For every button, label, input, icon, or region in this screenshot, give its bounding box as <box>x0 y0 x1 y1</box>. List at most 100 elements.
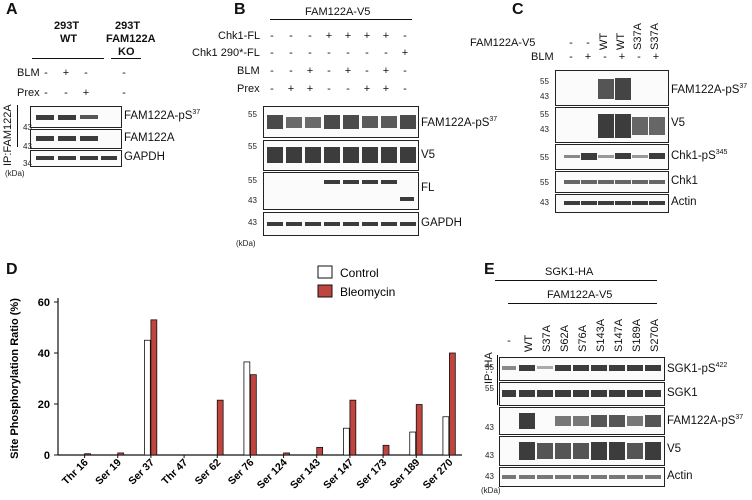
col-ko-title-2: FAM122A <box>106 33 156 45</box>
band <box>80 115 98 119</box>
band <box>537 475 553 479</box>
mw-marker: 34 <box>23 159 32 168</box>
band <box>564 201 580 205</box>
condition-sign: - <box>289 47 293 59</box>
band <box>645 475 661 479</box>
blot-label: V5 <box>667 443 682 455</box>
band <box>58 115 76 120</box>
bar-control <box>442 416 450 456</box>
band <box>58 136 76 141</box>
prex-sign: - <box>122 87 126 99</box>
kda-label: (kDa) <box>236 239 256 248</box>
band <box>564 180 580 184</box>
condition-sign: - <box>289 65 293 77</box>
lane-label: S76A <box>577 325 589 352</box>
condition-sign: + <box>584 51 592 63</box>
band <box>615 153 631 159</box>
band <box>400 147 416 163</box>
band <box>381 116 397 128</box>
band <box>58 156 76 160</box>
band <box>80 156 98 160</box>
condition-sign: + <box>618 51 626 63</box>
panel-b-letter: B <box>234 1 246 18</box>
ip-bracket <box>497 355 498 405</box>
blot-e-actin <box>499 467 665 487</box>
ko-bracket-line <box>111 58 141 59</box>
condition-sign: - <box>603 51 607 63</box>
panel-a-letter: A <box>6 1 18 18</box>
band <box>645 390 661 397</box>
panel-e-sub-line <box>508 303 657 304</box>
blot-label: Chk1-pS345 <box>671 149 728 162</box>
x-tick-label: Thr 16 <box>60 457 91 488</box>
band <box>609 415 625 427</box>
blot-label: GAPDH <box>124 151 165 163</box>
condition-sign: - <box>569 37 573 49</box>
condition-sign: - <box>327 47 331 59</box>
legend-swatch <box>317 265 333 279</box>
band <box>649 180 665 184</box>
condition-sign: + <box>363 83 371 95</box>
lane-label: S189A <box>631 318 643 352</box>
x-tick-label: Ser 270 <box>421 457 456 492</box>
band <box>627 416 643 426</box>
panel-d-letter: D <box>6 261 18 278</box>
band <box>381 147 397 163</box>
band <box>581 153 597 160</box>
col-wt-title-2: WT <box>60 33 78 45</box>
condition-sign: - <box>308 47 312 59</box>
mw-marker: 43 <box>485 451 494 460</box>
blm-sign: - <box>84 67 88 79</box>
band <box>555 475 571 479</box>
band <box>381 222 397 226</box>
prex-sign: + <box>82 87 90 99</box>
band <box>267 222 283 226</box>
mw-marker: 55 <box>248 142 257 151</box>
band <box>36 156 54 160</box>
panel-b-header-line <box>270 19 412 20</box>
x-tick-label: Ser 19 <box>93 457 124 488</box>
band <box>555 390 571 397</box>
bar-bleomycin <box>216 399 224 456</box>
bar-bleomycin <box>150 319 158 456</box>
blot-c-pfam <box>555 70 669 106</box>
mw-marker: 55 <box>485 384 494 393</box>
y-tick-label: 20 <box>38 399 50 411</box>
blot-label: V5 <box>671 117 686 129</box>
bar-bleomycin <box>117 452 125 456</box>
condition-sign: - <box>270 83 274 95</box>
condition-sign: - <box>586 37 590 49</box>
panel-b-header: FAM122A-V5 <box>305 6 371 18</box>
col-wt-title-1: 293T <box>54 20 80 32</box>
blot-label: FAM122A-pS37 <box>124 109 201 122</box>
legend-label: Control <box>340 266 379 280</box>
kda-label: (kDa) <box>5 169 25 178</box>
mw-marker: 43 <box>485 472 494 481</box>
condition-sign: - <box>365 65 369 77</box>
condition-sign: - <box>270 30 274 42</box>
condition-sign: + <box>306 65 314 77</box>
mw-marker: 43 <box>23 142 32 151</box>
x-tick-label: Ser 62 <box>193 457 224 488</box>
band <box>519 365 535 371</box>
mw-marker: 43 <box>485 423 494 432</box>
band <box>36 136 54 141</box>
band <box>591 365 607 371</box>
band <box>343 147 359 163</box>
band <box>632 180 648 184</box>
row-label-prex: Prex <box>17 87 40 99</box>
lane-label: S37A <box>541 325 553 352</box>
band <box>537 443 553 459</box>
x-tick-label: Ser 147 <box>321 457 356 492</box>
band <box>645 415 661 427</box>
band <box>591 475 607 479</box>
bar-bleomycin <box>283 452 290 456</box>
bar-bleomycin <box>415 404 423 456</box>
prex-sign: - <box>64 87 68 99</box>
band <box>573 416 589 426</box>
blot-e-v5 <box>499 436 665 466</box>
band <box>598 201 614 205</box>
mw-marker: 55 <box>540 110 549 119</box>
band <box>649 153 665 159</box>
band <box>324 222 340 226</box>
